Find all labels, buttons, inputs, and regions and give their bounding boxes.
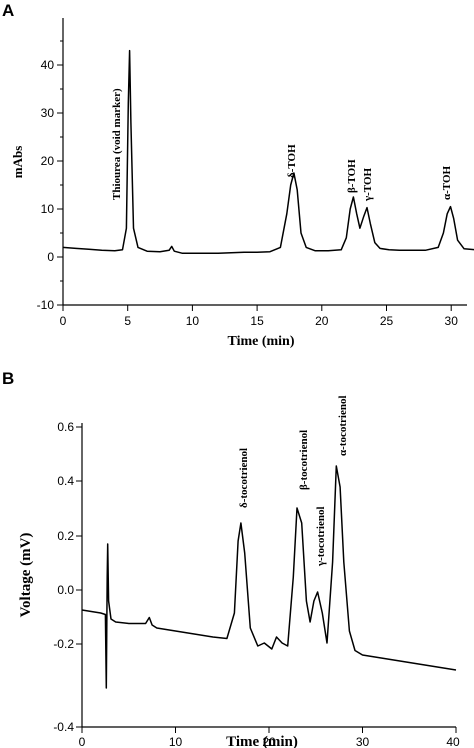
- panel-a-letter: A: [2, 1, 14, 20]
- panel-b-x-tick-label: 20: [262, 735, 276, 748]
- panel-b-peak-label-beta-tocotrienol: β-tocotrienol: [298, 430, 310, 490]
- panel-b-y-tick-label: 0.0: [57, 583, 74, 597]
- panel-a-peak-label-delta-toh: δ-TOH: [286, 144, 298, 178]
- panel-a-x-tick-label: 25: [380, 314, 394, 328]
- panel-b-peak-label-gamma-tocotrienol: γ-tocotrienol: [315, 506, 327, 567]
- panel-a: A -10 0 10 20 30 40 0 5 10 15 20 2: [2, 1, 474, 349]
- panel-a-y-tick-label: 30: [41, 106, 55, 120]
- panel-b-y-tick-label: 0.6: [57, 420, 74, 434]
- panel-a-peak-label-beta-toh: β-TOH: [346, 159, 358, 193]
- panel-a-chromatogram-trace: [62, 49, 474, 254]
- panel-b-x-axis-title: Time (min): [226, 734, 298, 748]
- panel-a-x-tick-label: 30: [445, 314, 459, 328]
- panel-a-x-tick-label: 15: [250, 314, 264, 328]
- panel-a-y-tick-label: 10: [41, 202, 55, 216]
- panel-a-y-axis-title: mAbs: [10, 146, 25, 179]
- panel-b-y-axis-title: Voltage (mV): [18, 533, 34, 618]
- panel-a-y-tick-label: 40: [41, 58, 55, 72]
- panel-b-chromatogram-trace: [81, 465, 457, 689]
- panel-b-peak-label-delta-tocotrienol: δ-tocotrienol: [238, 448, 250, 508]
- panel-b-y-tick-label: -0.4: [53, 720, 74, 734]
- panel-b-y-tick-label: 0.4: [57, 474, 74, 488]
- panel-a-x-tick-label: 20: [315, 314, 329, 328]
- panel-b-x-tick-label: 10: [169, 735, 183, 748]
- panel-b-x-tick-label: 40: [446, 735, 460, 748]
- panel-b-y-tick-label: -0.2: [53, 637, 74, 651]
- panel-a-y-tick-label: -10: [37, 298, 55, 312]
- panel-a-y-tick-label: 0: [47, 250, 54, 264]
- panel-a-y-tick-label: 20: [41, 154, 55, 168]
- panel-a-x-tick-label: 0: [60, 314, 67, 328]
- panel-a-x-tick-label: 5: [124, 314, 131, 328]
- panel-a-peak-label-alpha-toh: α-TOH: [441, 166, 453, 200]
- panel-b-letter: B: [2, 369, 14, 388]
- panel-b-peak-label-alpha-tocotrienol: α-tocotrienol: [337, 395, 349, 456]
- panel-a-x-axis-title: Time (min): [227, 334, 294, 349]
- panel-a-peak-label-gamma-toh: γ-TOH: [362, 167, 374, 202]
- panel-b-x-tick-label: 0: [79, 735, 86, 748]
- panel-b-y-tick-label: 0.2: [57, 529, 74, 543]
- panel-b: B -0.4 -0.2 0.0 0.2 0.4 0.6 0 10 20 30 4…: [2, 369, 460, 748]
- panel-b-x-tick-label: 30: [356, 735, 370, 748]
- panel-a-peak-label-thiourea: Thiourea (void marker): [111, 88, 123, 200]
- panel-a-x-tick-label: 10: [186, 314, 200, 328]
